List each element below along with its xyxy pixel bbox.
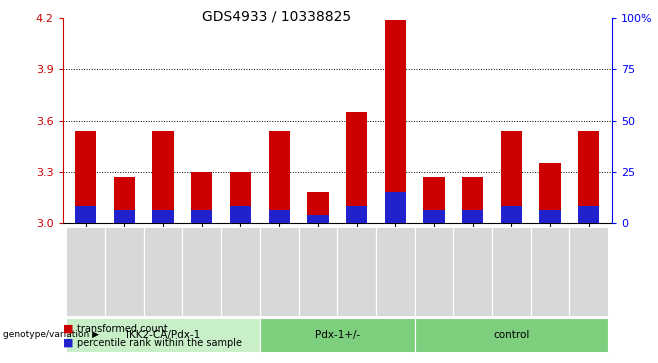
Bar xyxy=(307,215,328,223)
Bar xyxy=(578,131,599,223)
Text: Pdx-1+/-: Pdx-1+/- xyxy=(315,330,360,340)
Bar xyxy=(114,177,135,223)
Text: GDS4933 / 10338825: GDS4933 / 10338825 xyxy=(202,9,351,23)
Bar xyxy=(540,209,561,223)
Bar xyxy=(268,209,290,223)
Text: IKK2-CA/Pdx-1: IKK2-CA/Pdx-1 xyxy=(126,330,200,340)
Bar xyxy=(385,20,406,223)
Bar xyxy=(501,131,522,223)
Bar xyxy=(423,209,445,223)
Text: genotype/variation ▶: genotype/variation ▶ xyxy=(3,330,99,339)
Bar xyxy=(191,172,213,223)
Bar xyxy=(230,206,251,223)
Bar xyxy=(423,177,445,223)
Bar xyxy=(268,131,290,223)
Bar xyxy=(540,163,561,223)
Bar xyxy=(462,209,483,223)
Text: control: control xyxy=(493,330,530,340)
Bar xyxy=(191,209,213,223)
Bar xyxy=(230,172,251,223)
Bar xyxy=(501,206,522,223)
Text: transformed count: transformed count xyxy=(77,323,168,334)
Bar xyxy=(578,206,599,223)
Text: ■: ■ xyxy=(63,338,73,348)
Bar xyxy=(75,206,96,223)
Bar xyxy=(462,177,483,223)
Bar xyxy=(114,209,135,223)
Bar xyxy=(75,131,96,223)
Text: percentile rank within the sample: percentile rank within the sample xyxy=(77,338,242,348)
Bar xyxy=(346,112,367,223)
Text: ■: ■ xyxy=(63,323,73,334)
Bar xyxy=(153,209,174,223)
Bar xyxy=(307,192,328,223)
Bar xyxy=(385,192,406,223)
Bar xyxy=(346,206,367,223)
Bar xyxy=(153,131,174,223)
